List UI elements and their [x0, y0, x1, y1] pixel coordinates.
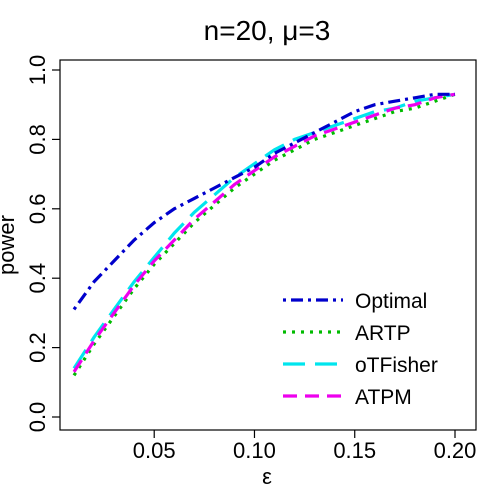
y-axis-title: power	[0, 215, 19, 275]
x-axis: 0.05 0.10 0.15 0.20	[133, 430, 477, 463]
y-axis: 0.0 0.2 0.4 0.6 0.8 1.0	[25, 55, 60, 433]
legend-label-otfisher: oTFisher	[355, 354, 438, 377]
x-tick-label: 0.20	[434, 438, 477, 463]
x-tick-label: 0.10	[233, 438, 276, 463]
legend-label-optimal: Optimal	[355, 290, 427, 313]
y-tick-label: 0.4	[25, 263, 50, 294]
x-axis-title: ε	[262, 464, 272, 489]
y-tick-label: 0.2	[25, 332, 50, 363]
series-line-optimal	[72, 92, 455, 311]
x-tick-label: 0.05	[133, 438, 176, 463]
chart-title: n=20, μ=3	[204, 15, 331, 46]
series-layer	[72, 92, 456, 377]
legend-label-artp: ARTP	[355, 322, 411, 345]
y-tick-label: 1.0	[25, 55, 50, 86]
y-tick-label: 0.8	[25, 124, 50, 155]
y-tick-label: 0.6	[25, 194, 50, 225]
series-line-atpm	[72, 92, 456, 373]
legend-label-atpm: ATPM	[355, 386, 412, 409]
y-tick-label: 0.0	[25, 402, 50, 433]
plot-frame	[59, 59, 477, 431]
legend: Optimal ARTP oTFisher ATPM	[283, 290, 438, 409]
x-tick-label: 0.15	[333, 438, 376, 463]
series-line-artp	[72, 92, 456, 377]
